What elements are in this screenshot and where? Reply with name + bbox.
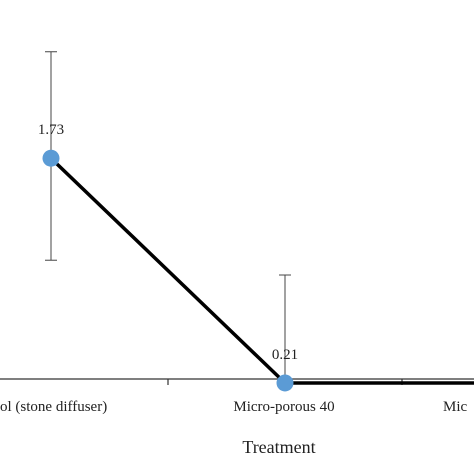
- data-label: 1.73: [38, 122, 64, 138]
- error-bar: [279, 274, 291, 383]
- series-line: [49, 156, 474, 385]
- data-points: [42, 149, 294, 392]
- series-line-path: [49, 156, 474, 385]
- x-axis-title: Treatment: [242, 437, 315, 457]
- error-bars: [45, 51, 291, 383]
- data-label: 0.21: [272, 347, 298, 363]
- x-tick-label: Micro-porous 40: [233, 399, 334, 415]
- data-point: [42, 149, 60, 167]
- x-tick-label: ol (stone diffuser): [0, 399, 107, 415]
- data-labels: 1.73 0.21: [38, 122, 298, 363]
- x-tick-label: Mic: [443, 399, 468, 415]
- data-point: [276, 374, 294, 392]
- x-tick-labels: ol (stone diffuser) Micro-porous 40 Mic: [0, 399, 468, 415]
